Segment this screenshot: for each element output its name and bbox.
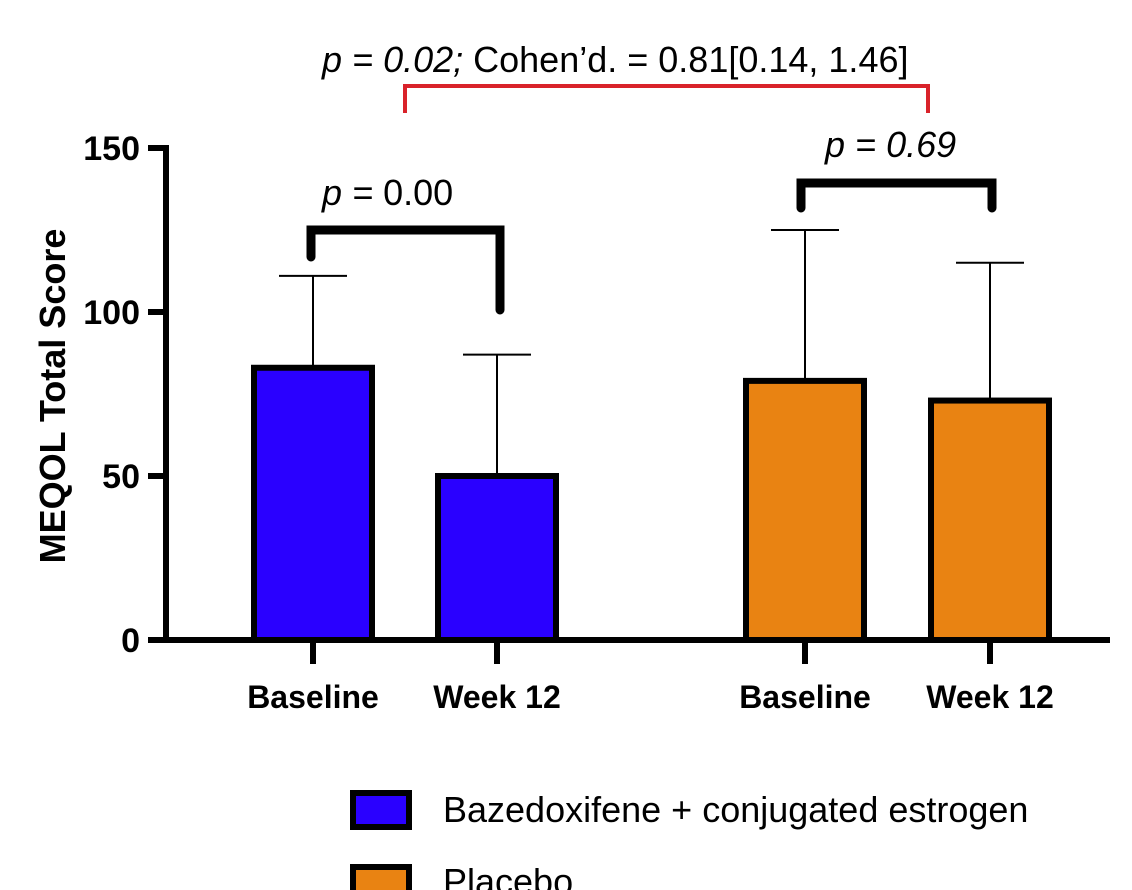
x-tick-label: Baseline — [247, 679, 379, 715]
brackets — [306, 84, 997, 315]
x-tick-label: Week 12 — [926, 679, 1054, 715]
legend-label-treatment: Bazedoxifene + conjugated estrogen — [443, 789, 1028, 830]
legend: Bazedoxifene + conjugated estrogen Place… — [350, 789, 1028, 890]
group2-p-value: 0.69 — [886, 124, 956, 165]
bar — [743, 377, 867, 643]
group1-bracket — [306, 225, 505, 315]
y-tick-label: 50 — [102, 458, 140, 496]
bars — [251, 229, 1052, 643]
y-tick-label: 150 — [83, 130, 140, 168]
group1-p-value: 0.00 — [383, 172, 453, 213]
bar — [435, 473, 559, 643]
bar — [251, 364, 375, 643]
bar — [928, 397, 1052, 643]
x-tick-label: Week 12 — [433, 679, 561, 715]
group2-bracket — [796, 178, 997, 213]
y-tick-label: 0 — [121, 622, 140, 660]
group1-p-label: p = — [321, 172, 383, 213]
x-tick-label: Baseline — [739, 679, 871, 715]
between-group-bracket — [403, 84, 930, 113]
between-group-p-label: p = — [321, 39, 383, 80]
legend-item-placebo: Placebo — [350, 861, 573, 890]
legend-label-placebo: Placebo — [443, 861, 573, 890]
between-group-effect-size: Cohen’d. = 0.81[0.14, 1.46] — [463, 39, 908, 80]
between-group-p-value: 0.02; — [383, 39, 463, 80]
legend-item-treatment: Bazedoxifene + conjugated estrogen — [350, 789, 1028, 830]
between-group-annotation: p = 0.02; Cohen’d. = 0.81[0.14, 1.46] — [321, 39, 908, 80]
legend-swatch-treatment — [350, 790, 412, 830]
legend-swatch-placebo — [350, 864, 412, 890]
y-axis-label: MEQOL Total Score — [32, 229, 73, 564]
y-tick-label: 100 — [83, 294, 140, 332]
group1-annotation: p = 0.00 — [321, 172, 453, 213]
group2-p-label: p = — [824, 124, 886, 165]
group2-annotation: p = 0.69 — [824, 124, 956, 165]
